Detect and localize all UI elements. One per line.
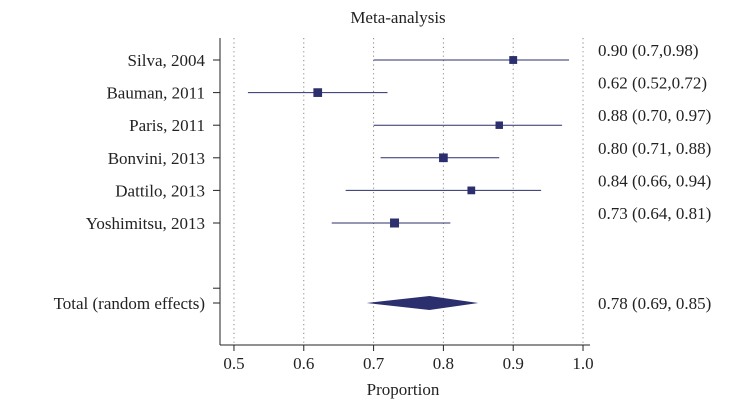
total-estimate-text: 0.78 (0.69, 0.85) [598, 294, 711, 313]
x-tick-label: 0.9 [503, 354, 524, 373]
point-estimate [467, 186, 476, 195]
estimate-text: 0.80 (0.71, 0.88) [598, 139, 711, 158]
pooled-diamond [366, 296, 479, 310]
x-tick-label: 1.0 [572, 354, 593, 373]
study-label: Dattilo, 2013 [115, 181, 205, 200]
point-estimate [313, 88, 323, 97]
estimate-text: 0.84 (0.66, 0.94) [598, 171, 711, 190]
study-label: Bonvini, 2013 [108, 149, 205, 168]
point-estimate [439, 153, 448, 163]
x-tick-label: 0.6 [293, 354, 314, 373]
study-label: Silva, 2004 [128, 51, 206, 70]
total-label: Total (random effects) [54, 294, 205, 313]
x-tick-label: 0.8 [433, 354, 454, 373]
estimate-text: 0.62 (0.52,0.72) [598, 74, 707, 93]
estimate-text: 0.88 (0.70, 0.97) [598, 106, 711, 125]
total-row: Total (random effects) 0.78 (0.69, 0.85) [54, 294, 712, 313]
grid-layer [233, 38, 584, 345]
study-rows: Silva, 2004 0.90 (0.7,0.98) Bauman, 2011 0.… [86, 41, 712, 233]
estimate-text: 0.90 (0.7,0.98) [598, 41, 699, 60]
point-estimate [509, 56, 518, 64]
x-tick-label: 0.5 [223, 354, 244, 373]
study-label: Yoshimitsu, 2013 [86, 214, 205, 233]
study-label: Paris, 2011 [129, 116, 205, 135]
x-tick-label: 0.7 [363, 354, 385, 373]
point-estimate [495, 121, 503, 129]
chart-title: Meta-analysis [350, 8, 445, 27]
point-estimate [390, 218, 400, 228]
study-label: Bauman, 2011 [106, 84, 205, 103]
axis-layer: 0.5 0.6 0.7 0.8 0.9 1.0 [213, 38, 594, 373]
x-axis-label: Proportion [367, 380, 440, 399]
estimate-text: 0.73 (0.64, 0.81) [598, 204, 711, 223]
